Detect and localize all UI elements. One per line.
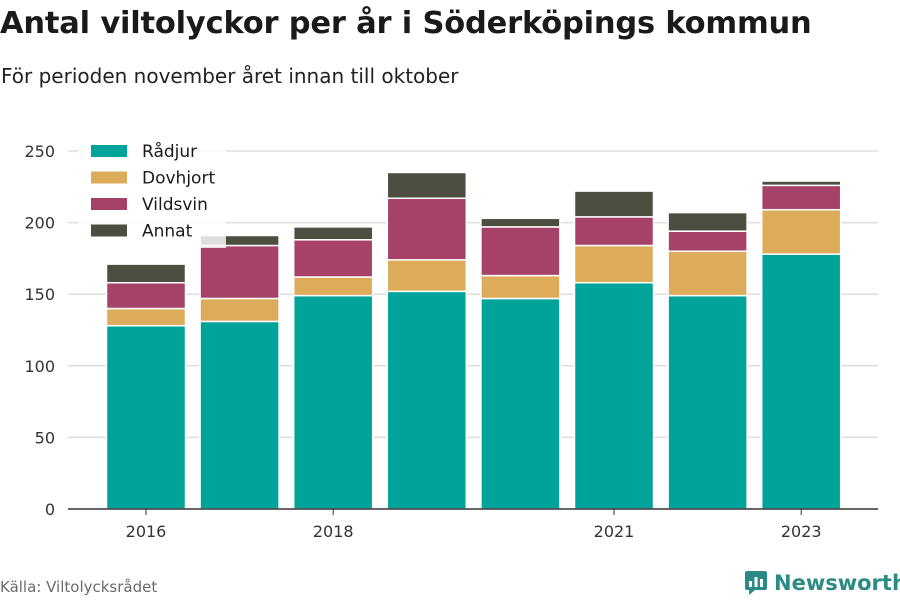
- legend-swatch: [91, 224, 127, 237]
- bar-segment[interactable]: [292, 276, 374, 297]
- legend-label: Annat: [142, 222, 193, 242]
- legend-label: Dovhjort: [142, 169, 215, 189]
- brand[interactable]: Newsworthy: [744, 569, 900, 597]
- bar-segment[interactable]: [573, 190, 655, 218]
- y-tick-label: 50: [35, 428, 55, 447]
- bar-segment[interactable]: [760, 184, 842, 211]
- chart-subtitle: För perioden november året innan till ok…: [1, 64, 459, 88]
- newsworthy-logo-icon: [745, 571, 767, 595]
- bar-segment[interactable]: [573, 216, 655, 247]
- x-tick-label: 2016: [126, 522, 167, 541]
- bar-segment[interactable]: [573, 244, 655, 284]
- bar-segment[interactable]: [667, 294, 748, 510]
- bar-segment[interactable]: [386, 290, 468, 510]
- bar-segment[interactable]: [292, 239, 374, 278]
- bar-segment[interactable]: [667, 211, 748, 232]
- legend-label: Rådjur: [142, 141, 197, 162]
- y-tick-label: 250: [24, 142, 55, 161]
- bar-segment[interactable]: [480, 297, 561, 510]
- brand-name: Newsworthy: [774, 571, 900, 595]
- bar-segment[interactable]: [292, 294, 374, 510]
- bar-segment[interactable]: [199, 244, 280, 300]
- bar-segment[interactable]: [760, 208, 842, 255]
- legend-swatch: [91, 171, 127, 184]
- y-tick-label: 0: [45, 500, 55, 519]
- bar-segment[interactable]: [480, 274, 561, 300]
- chart-title: Antal viltolyckor per år i Söderköpings …: [0, 6, 812, 41]
- bar-segment[interactable]: [105, 263, 187, 284]
- bar-segment[interactable]: [386, 259, 468, 293]
- bar-segment[interactable]: [105, 324, 187, 510]
- x-tick-label: 2021: [594, 522, 635, 541]
- legend-swatch: [91, 198, 127, 210]
- source-note: Källa: Viltolycksrådet: [0, 578, 158, 596]
- legend-label: Vildsvin: [142, 195, 208, 215]
- bar-segment[interactable]: [105, 281, 187, 310]
- bar-segment[interactable]: [760, 253, 842, 510]
- bar-segment[interactable]: [667, 250, 748, 297]
- x-tick-label: 2018: [313, 522, 354, 541]
- bar-segment[interactable]: [386, 171, 468, 200]
- bar-segment[interactable]: [199, 320, 280, 510]
- y-tick-label: 100: [24, 357, 55, 376]
- bar-segment[interactable]: [480, 217, 561, 228]
- bar-segment[interactable]: [573, 281, 655, 510]
- bar-segment[interactable]: [480, 226, 561, 277]
- bar-segment[interactable]: [667, 230, 748, 252]
- legend-swatch: [91, 145, 127, 157]
- y-tick-label: 150: [24, 285, 55, 304]
- bar-segment[interactable]: [760, 180, 842, 187]
- x-tick-label: 2023: [781, 522, 822, 541]
- bar-segment[interactable]: [199, 297, 280, 323]
- bar-segment[interactable]: [105, 307, 187, 327]
- bar-segment[interactable]: [386, 197, 468, 261]
- bar-segment[interactable]: [292, 226, 374, 241]
- y-tick-label: 200: [24, 214, 55, 233]
